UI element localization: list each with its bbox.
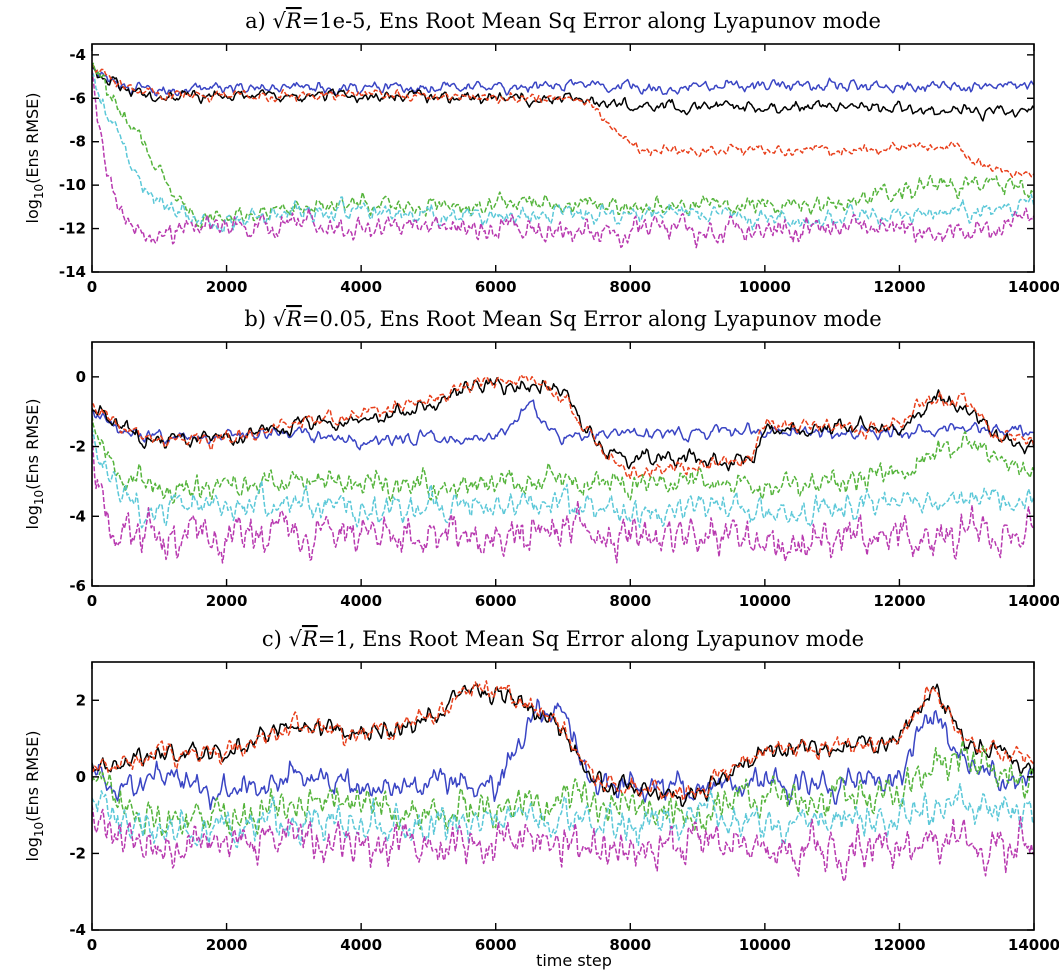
x-tick-label: 4000: [340, 936, 382, 954]
x-tick-label: 10000: [739, 592, 791, 610]
y-axis-label: log10(Ens RMSE): [23, 398, 46, 529]
y-tick-label: -4: [69, 46, 86, 64]
ylabel-suffix: (Ens RMSE): [23, 92, 42, 183]
series-green-line: [92, 415, 1034, 504]
y-tick-label: -6: [69, 577, 86, 595]
y-tick-label: -14: [59, 263, 86, 281]
y-tick-label: -12: [59, 220, 86, 238]
x-tick-label: 12000: [873, 278, 925, 296]
series-magenta-line: [92, 804, 1034, 883]
y-axis-label: log10(Ens RMSE): [23, 730, 46, 861]
ylabel-suffix: (Ens RMSE): [23, 730, 42, 821]
series-group: [92, 374, 1034, 564]
x-tick-label: 2000: [206, 278, 248, 296]
x-tick-label: 12000: [873, 936, 925, 954]
panel-c-title: c) √R=1, Ens Root Mean Sq Error along Ly…: [262, 627, 864, 651]
x-tick-label: 8000: [609, 278, 651, 296]
ylabel-log: log: [23, 505, 42, 529]
plot-frame: [91, 661, 1035, 931]
panel-b: b) √R=0.05, Ens Root Mean Sq Error along…: [23, 307, 1059, 610]
series-blue-line: [92, 698, 1034, 811]
y-tick-label: -2: [69, 844, 86, 862]
sqrt-sign: √: [272, 9, 286, 33]
panels: a) √R=1e-5, Ens Root Mean Sq Error along…: [23, 9, 1059, 954]
x-tick-label: 4000: [340, 278, 382, 296]
x-tick-label: 6000: [475, 278, 517, 296]
r-symbol: R: [285, 9, 302, 33]
series-red-line: [92, 64, 1034, 178]
x-tick-label: 14000: [1008, 936, 1059, 954]
ylabel-log: log: [23, 837, 42, 861]
y-tick-label: -6: [69, 89, 86, 107]
title-prefix: a): [245, 9, 272, 33]
title-suffix: , Ens Root Mean Sq Error along Lyapunov …: [366, 9, 881, 33]
title-suffix: , Ens Root Mean Sq Error along Lyapunov …: [349, 627, 864, 651]
series-group: [92, 680, 1034, 883]
panel-a-title: a) √R=1e-5, Ens Root Mean Sq Error along…: [245, 9, 881, 33]
x-tick-label: 4000: [340, 592, 382, 610]
ylabel-suffix: (Ens RMSE): [23, 398, 42, 489]
x-tick-label: 8000: [609, 936, 651, 954]
ylabel-subscript: 10: [32, 822, 46, 837]
series-magenta-line: [92, 431, 1034, 564]
y-tick-label: -10: [59, 176, 86, 194]
series-green-line: [92, 62, 1034, 229]
sqrt-sign: √: [289, 627, 303, 651]
y-tick-label: 2: [76, 691, 86, 709]
series-group: [92, 62, 1034, 249]
x-tick-label: 0: [87, 278, 97, 296]
series-blue-line: [92, 64, 1034, 97]
x-tick-label: 10000: [739, 278, 791, 296]
x-tick-label: 0: [87, 936, 97, 954]
x-tick-label: 0: [87, 592, 97, 610]
x-tick-label: 2000: [206, 592, 248, 610]
x-tick-label: 6000: [475, 592, 517, 610]
r-symbol: R: [301, 627, 318, 651]
x-tick-label: 14000: [1008, 278, 1059, 296]
x-tick-label: 14000: [1008, 592, 1059, 610]
ylabel-log: log: [23, 199, 42, 223]
title-prefix: b): [244, 307, 272, 331]
series-cyan-line: [92, 783, 1034, 849]
series-red-line: [92, 680, 1034, 801]
title-r-value: =1e-5: [302, 9, 366, 33]
sqrt-sign: √: [273, 307, 287, 331]
panel-c: c) √R=1, Ens Root Mean Sq Error along Ly…: [23, 627, 1059, 954]
title-suffix: , Ens Root Mean Sq Error along Lyapunov …: [366, 307, 881, 331]
panel-a: a) √R=1e-5, Ens Root Mean Sq Error along…: [23, 9, 1059, 296]
x-tick-label: 12000: [873, 592, 925, 610]
y-tick-label: -4: [69, 507, 86, 525]
plot-frame: [91, 341, 1035, 587]
x-tick-label: 2000: [206, 936, 248, 954]
x-tick-label: 8000: [609, 592, 651, 610]
y-axis-label: log10(Ens RMSE): [23, 92, 46, 223]
y-tick-label: -8: [69, 133, 86, 151]
r-symbol: R: [285, 307, 302, 331]
y-tick-label: -2: [69, 438, 86, 456]
ylabel-subscript: 10: [32, 490, 46, 505]
title-r-value: =1: [318, 627, 349, 651]
y-tick-label: -4: [69, 921, 86, 939]
title-r-value: =0.05: [302, 307, 366, 331]
x-tick-label: 6000: [475, 936, 517, 954]
plot-frame: [91, 43, 1035, 273]
ylabel-subscript: 10: [32, 184, 46, 199]
series-green-line: [92, 739, 1034, 838]
y-tick-label: 0: [76, 368, 86, 386]
x-axis-label: time step: [536, 951, 612, 970]
series-red-line: [92, 374, 1034, 480]
series-cyan-line: [92, 427, 1034, 529]
panel-b-title: b) √R=0.05, Ens Root Mean Sq Error along…: [244, 307, 881, 331]
title-prefix: c): [262, 627, 289, 651]
series-cyan-line: [92, 71, 1034, 234]
x-tick-label: 10000: [739, 936, 791, 954]
series-magenta-line: [92, 69, 1034, 249]
y-tick-label: 0: [76, 768, 86, 786]
series-black-line: [92, 377, 1034, 472]
